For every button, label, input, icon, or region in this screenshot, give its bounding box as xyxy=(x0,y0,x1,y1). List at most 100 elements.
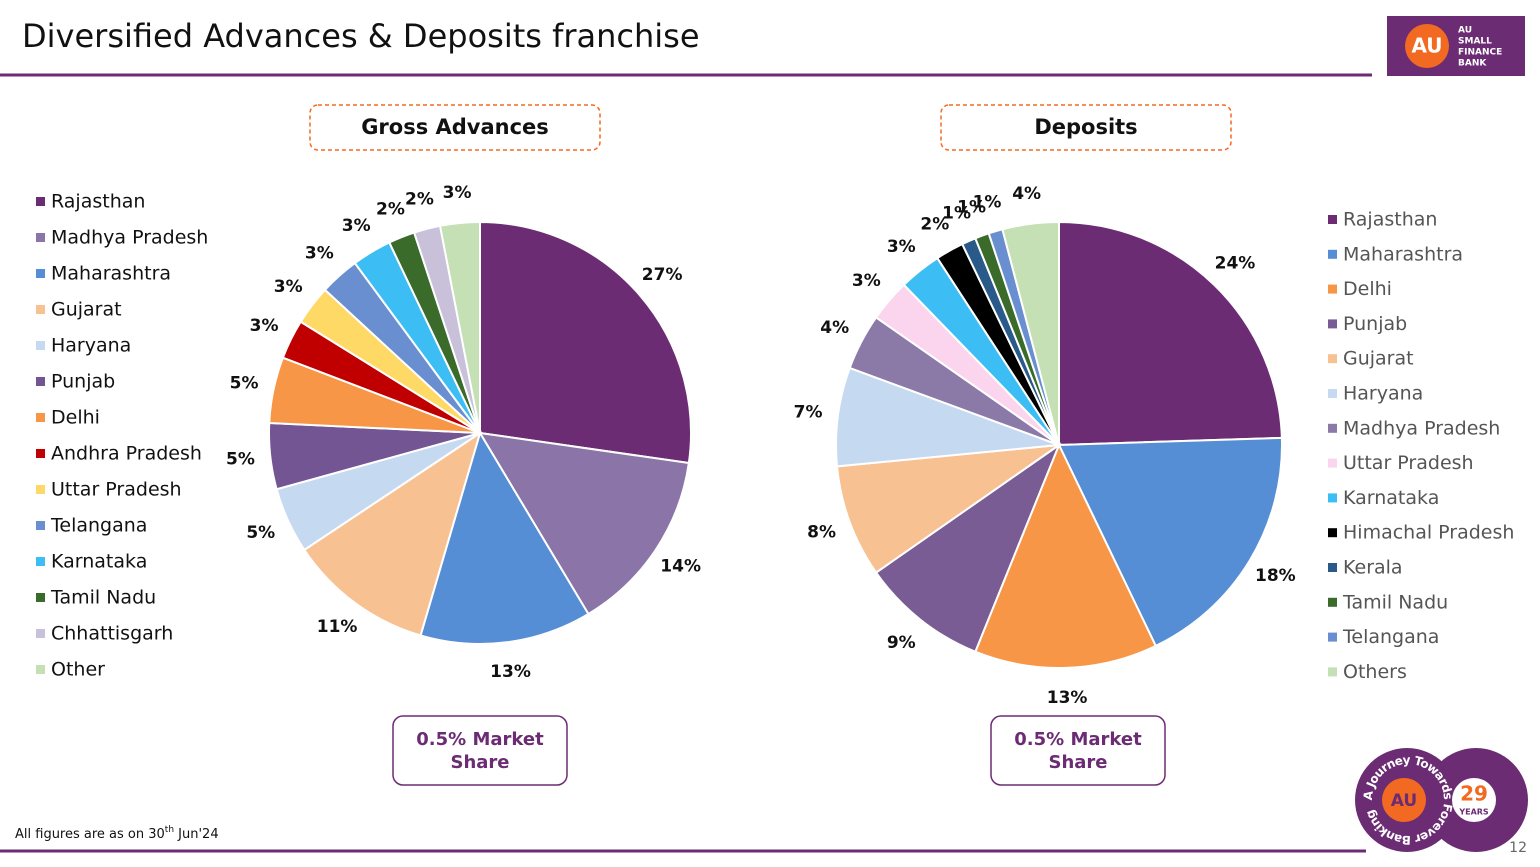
value-label: 24% xyxy=(1215,253,1256,273)
legend-swatch xyxy=(1328,389,1337,398)
legend-label: Uttar Pradesh xyxy=(1343,452,1474,474)
badge-years: 29 xyxy=(1460,782,1488,806)
value-label: 7% xyxy=(794,403,823,423)
legend-swatch xyxy=(36,377,45,386)
legend-swatch xyxy=(1328,319,1337,329)
legend-swatch xyxy=(36,233,45,242)
legend-label: Punjab xyxy=(1343,313,1407,335)
legend-label: Himachal Pradesh xyxy=(1343,522,1514,544)
value-label: 2% xyxy=(405,190,434,210)
value-label: 13% xyxy=(490,662,531,682)
legend-swatch xyxy=(36,521,45,530)
legend-label: Gujarat xyxy=(51,299,122,321)
pie-slice xyxy=(874,442,1062,654)
value-label: 27% xyxy=(642,265,683,285)
logo-mark: AU xyxy=(1411,34,1442,58)
legend-label: Uttar Pradesh xyxy=(51,479,182,501)
legend-swatch xyxy=(36,269,45,278)
value-label: 3% xyxy=(250,316,279,336)
legend-label: Maharashtra xyxy=(1343,243,1463,265)
pie-slice xyxy=(1058,220,1283,447)
chart-title: Deposits xyxy=(1034,115,1137,139)
legend-label: Delhi xyxy=(1343,278,1392,300)
value-label: 3% xyxy=(852,271,881,291)
chart-title-box xyxy=(940,104,1232,151)
pie-slice xyxy=(835,443,1063,574)
legend-swatch xyxy=(36,341,45,350)
pie-slice xyxy=(302,430,482,637)
value-label: 1% xyxy=(942,204,971,224)
legend-label: Maharashtra xyxy=(51,263,171,285)
legend-label: Punjab xyxy=(51,371,115,393)
pie-slice xyxy=(478,431,690,616)
chart-title: Gross Advances xyxy=(361,115,549,139)
legend-swatch xyxy=(1328,632,1337,642)
legend-swatch xyxy=(1328,458,1337,468)
value-label: 9% xyxy=(887,633,916,653)
legend-label: Karnataka xyxy=(1343,487,1439,509)
value-label: 3% xyxy=(274,277,303,297)
footnote: All figures are as on 30th Jun'24 xyxy=(15,825,219,842)
pie-slice xyxy=(438,220,481,434)
value-label: 1% xyxy=(957,198,986,218)
legend-swatch xyxy=(1328,215,1337,224)
annotation: Share xyxy=(1048,752,1107,773)
legend-swatch xyxy=(1328,249,1337,259)
badge-circle xyxy=(1382,778,1426,822)
legend-label: Rajasthan xyxy=(51,191,145,213)
logo-text: BANK xyxy=(1458,59,1487,69)
value-label: 3% xyxy=(887,237,916,257)
legend-label: Kerala xyxy=(1343,557,1403,579)
value-label: 5% xyxy=(246,523,275,543)
legend-label: Tamil Nadu xyxy=(1342,591,1448,613)
pie-slice xyxy=(1001,220,1060,446)
footnote-text: All figures are as on 30 xyxy=(15,827,165,842)
legend-swatch xyxy=(1328,284,1337,294)
legend-swatch xyxy=(36,593,45,602)
value-label: 3% xyxy=(305,243,334,263)
legend-label: Andhra Pradesh xyxy=(51,443,202,465)
annotation-box xyxy=(392,715,568,786)
logo-text: AU xyxy=(1458,26,1472,36)
legend-label: Chhattisgarh xyxy=(51,623,173,645)
pie-slice xyxy=(419,430,590,645)
value-label: 13% xyxy=(1047,688,1088,708)
legend-label: Madhya Pradesh xyxy=(51,227,208,249)
value-label: 3% xyxy=(342,216,371,236)
legend-swatch xyxy=(1328,354,1337,364)
pie-slice xyxy=(974,442,1158,669)
value-label: 8% xyxy=(807,522,836,542)
value-label: 1% xyxy=(973,192,1002,212)
legend-swatch xyxy=(36,413,45,422)
badge-circle xyxy=(1452,778,1496,822)
pie-slice xyxy=(1057,436,1283,648)
annotation: Share xyxy=(450,752,509,773)
legend-label: Delhi xyxy=(51,407,100,429)
value-label: 5% xyxy=(230,374,259,394)
value-label: 2% xyxy=(376,199,405,219)
legend-label: Tamil Nadu xyxy=(50,587,156,609)
legend-swatch xyxy=(1328,563,1337,572)
legend-label: Haryana xyxy=(51,335,131,357)
annotation: 0.5% Market xyxy=(416,729,544,750)
page-title: Diversified Advances & Deposits franchis… xyxy=(22,17,700,55)
legend-label: Karnataka xyxy=(51,551,147,573)
legend-swatch xyxy=(1328,493,1337,503)
annotation-box xyxy=(990,715,1166,786)
legend-swatch xyxy=(36,557,45,566)
value-label: 4% xyxy=(1012,184,1041,204)
value-label: 18% xyxy=(1255,566,1296,586)
logo-text: FINANCE xyxy=(1458,48,1502,58)
legend-label: Telangana xyxy=(50,515,147,537)
pie-slice xyxy=(479,220,692,465)
logo-circle xyxy=(1405,24,1449,68)
legend-swatch xyxy=(36,305,45,314)
value-label: 3% xyxy=(443,183,472,203)
legend-label: Other xyxy=(51,659,105,681)
footnote-text: Jun'24 xyxy=(174,827,219,842)
legend-swatch xyxy=(36,485,45,494)
legend-label: Others xyxy=(1343,661,1407,683)
legend-label: Rajasthan xyxy=(1343,209,1437,231)
chart-title-box xyxy=(309,104,601,151)
